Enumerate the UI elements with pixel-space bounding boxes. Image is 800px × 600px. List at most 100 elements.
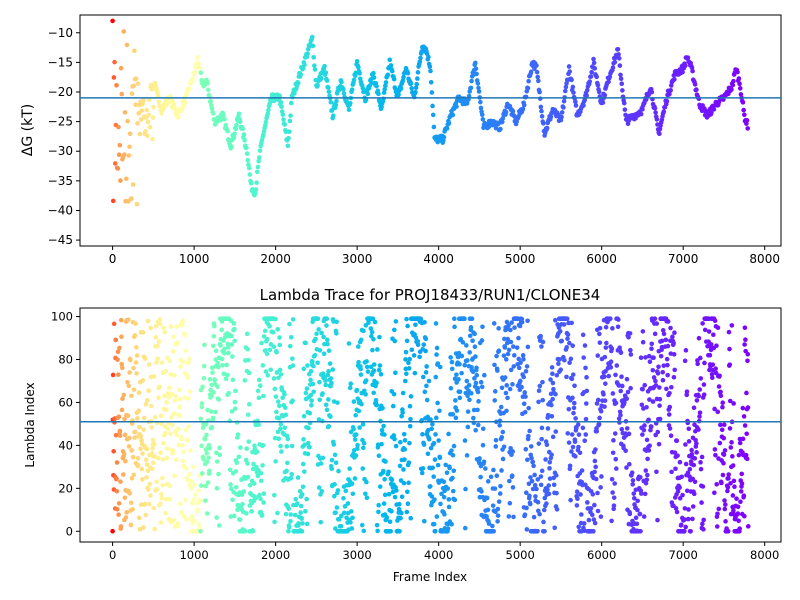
lambda-point: [227, 467, 233, 473]
lambda-point: [579, 468, 585, 473]
dg-point: [657, 131, 662, 137]
dg-point: [430, 103, 435, 109]
lambda-point: [473, 427, 478, 433]
lambda-point: [680, 492, 685, 498]
dg-point: [145, 119, 151, 125]
lambda-point: [526, 433, 531, 439]
lambda-point: [141, 415, 147, 421]
dg-point: [134, 201, 140, 207]
lambda-point: [309, 398, 314, 403]
lambda-point: [317, 348, 323, 353]
lambda-point: [671, 352, 677, 357]
lambda-point: [635, 507, 640, 513]
lambda-point: [234, 460, 240, 466]
lambda-point: [225, 345, 231, 350]
lambda-point: [173, 457, 179, 463]
lambda-point: [639, 491, 644, 496]
lambda-point: [140, 477, 145, 482]
lambda-point: [674, 438, 680, 444]
lambda-point: [574, 425, 579, 431]
dg-point: [500, 115, 506, 121]
dg-point: [208, 99, 214, 104]
lambda-point: [566, 406, 572, 412]
lambda-point: [552, 317, 558, 323]
lambda-point: [376, 502, 381, 508]
lambda-point: [251, 481, 257, 486]
lambda-point: [263, 348, 268, 353]
lambda-point: [677, 459, 683, 465]
lambda-point: [343, 488, 349, 494]
dg-point: [198, 70, 204, 75]
y-tick-label: 0: [66, 524, 73, 538]
dg-point: [319, 76, 324, 81]
lambda-point: [278, 443, 283, 449]
lambda-point: [183, 348, 188, 353]
lambda-point: [408, 515, 414, 521]
lambda-point: [402, 457, 407, 462]
lambda-point: [456, 377, 461, 382]
lambda-point: [256, 395, 262, 401]
lambda-point: [435, 361, 441, 366]
lambda-point: [250, 528, 256, 534]
lambda-point: [167, 496, 172, 502]
lambda-point: [229, 342, 235, 347]
lambda-point: [310, 359, 315, 364]
lambda-point: [391, 391, 397, 397]
lambda-point: [580, 425, 586, 431]
lambda-point: [655, 517, 660, 523]
lambda-point: [467, 333, 473, 339]
lambda-point: [334, 331, 339, 336]
lambda-point: [321, 334, 326, 340]
lambda-point: [665, 362, 670, 368]
lambda-point: [525, 457, 530, 463]
lambda-point: [202, 342, 207, 348]
dg-point: [429, 90, 435, 95]
lambda-point: [143, 457, 149, 463]
lambda-point: [453, 415, 459, 421]
dg-point: [187, 86, 193, 92]
lambda-point: [656, 441, 662, 447]
lambda-point: [444, 470, 450, 476]
dg-point: [311, 55, 316, 60]
lambda-point: [318, 519, 324, 525]
lambda-point: [216, 471, 221, 477]
lambda-point: [168, 431, 173, 436]
lambda-point: [282, 425, 288, 431]
dg-point: [286, 129, 292, 135]
lambda-point: [158, 450, 163, 456]
lambda-point: [406, 460, 412, 465]
lambda-point: [715, 409, 721, 415]
dg-point: [398, 86, 404, 91]
lambda-point: [320, 418, 325, 424]
lambda-point: [400, 390, 406, 396]
dg-point: [220, 112, 226, 118]
x-tick-label: 5000: [505, 252, 536, 266]
lambda-point: [527, 501, 533, 507]
lambda-point: [729, 323, 735, 328]
dg-point: [476, 85, 481, 91]
lambda-point: [456, 350, 462, 356]
lambda-point: [691, 405, 697, 411]
lambda-point: [492, 486, 498, 491]
dg-point: [464, 101, 470, 106]
lambda-point: [669, 469, 674, 475]
lambda-point: [134, 353, 140, 358]
lambda-point: [290, 356, 295, 361]
lambda-point: [361, 528, 367, 534]
dg-point: [286, 135, 291, 141]
lambda-point: [368, 326, 374, 331]
dg-point: [591, 56, 596, 62]
lambda-point: [179, 435, 185, 440]
lambda-point: [731, 478, 737, 484]
lambda-point: [603, 381, 608, 386]
lambda-point: [654, 321, 660, 326]
lambda-point: [292, 512, 298, 518]
lambda-point: [598, 485, 603, 490]
lambda-point: [276, 375, 281, 381]
lambda-point: [449, 521, 454, 527]
lambda-point: [258, 478, 264, 484]
dg-point: [561, 98, 567, 104]
lambda-point: [737, 526, 742, 531]
lambda-point: [392, 338, 398, 344]
lambda-point: [192, 482, 197, 488]
